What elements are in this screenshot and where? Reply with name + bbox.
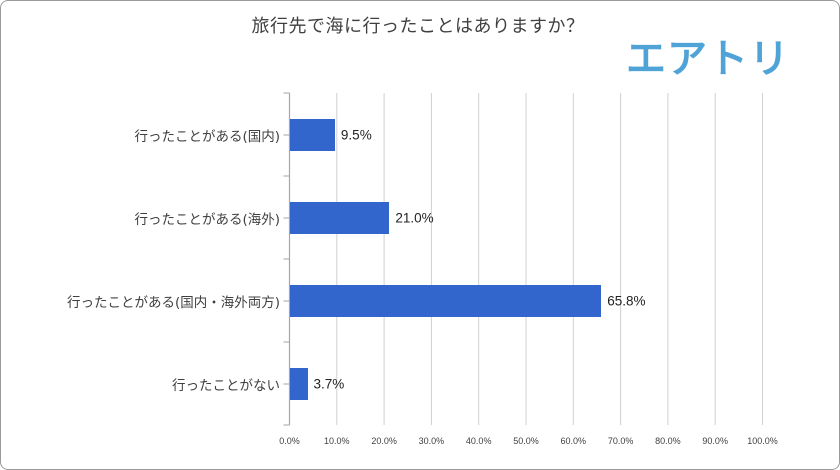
data-label: 3.7%: [313, 376, 345, 392]
bar: [290, 368, 308, 400]
data-label: 65.8%: [607, 293, 646, 309]
bar: [290, 119, 335, 151]
x-tick-label: 40.0%: [465, 436, 492, 446]
x-tick-label: 10.0%: [324, 436, 350, 446]
x-tick-label: 60.0%: [560, 436, 587, 446]
category-label: 行ったことがある(国内): [134, 129, 280, 145]
chart-title: 旅行先で海に行ったことはありますか？: [0, 12, 840, 38]
x-tick-label: 90.0%: [702, 436, 728, 446]
x-tick-label: 80.0%: [655, 436, 681, 446]
bar: [290, 285, 602, 317]
chart-title-text: 旅行先で海に行ったことはありますか？: [251, 16, 585, 37]
x-tick-label: 100.0%: [747, 436, 778, 446]
bar: [290, 202, 390, 234]
x-tick-label: 70.0%: [607, 436, 634, 446]
data-label: 9.5%: [340, 127, 372, 143]
brand-logo: エアトリ: [626, 36, 790, 82]
x-tick-label: 30.0%: [418, 436, 445, 446]
data-label: 21.0%: [395, 210, 434, 226]
x-tick-label: 50.0%: [513, 436, 539, 446]
category-label: 行ったことがある(海外): [134, 212, 280, 228]
category-label: 行ったことがある(国内・海外両方): [66, 295, 280, 311]
x-tick-label: 20.0%: [371, 436, 397, 446]
x-tick-label: 0.0%: [279, 436, 300, 446]
category-label: 行ったことがない: [172, 378, 280, 394]
